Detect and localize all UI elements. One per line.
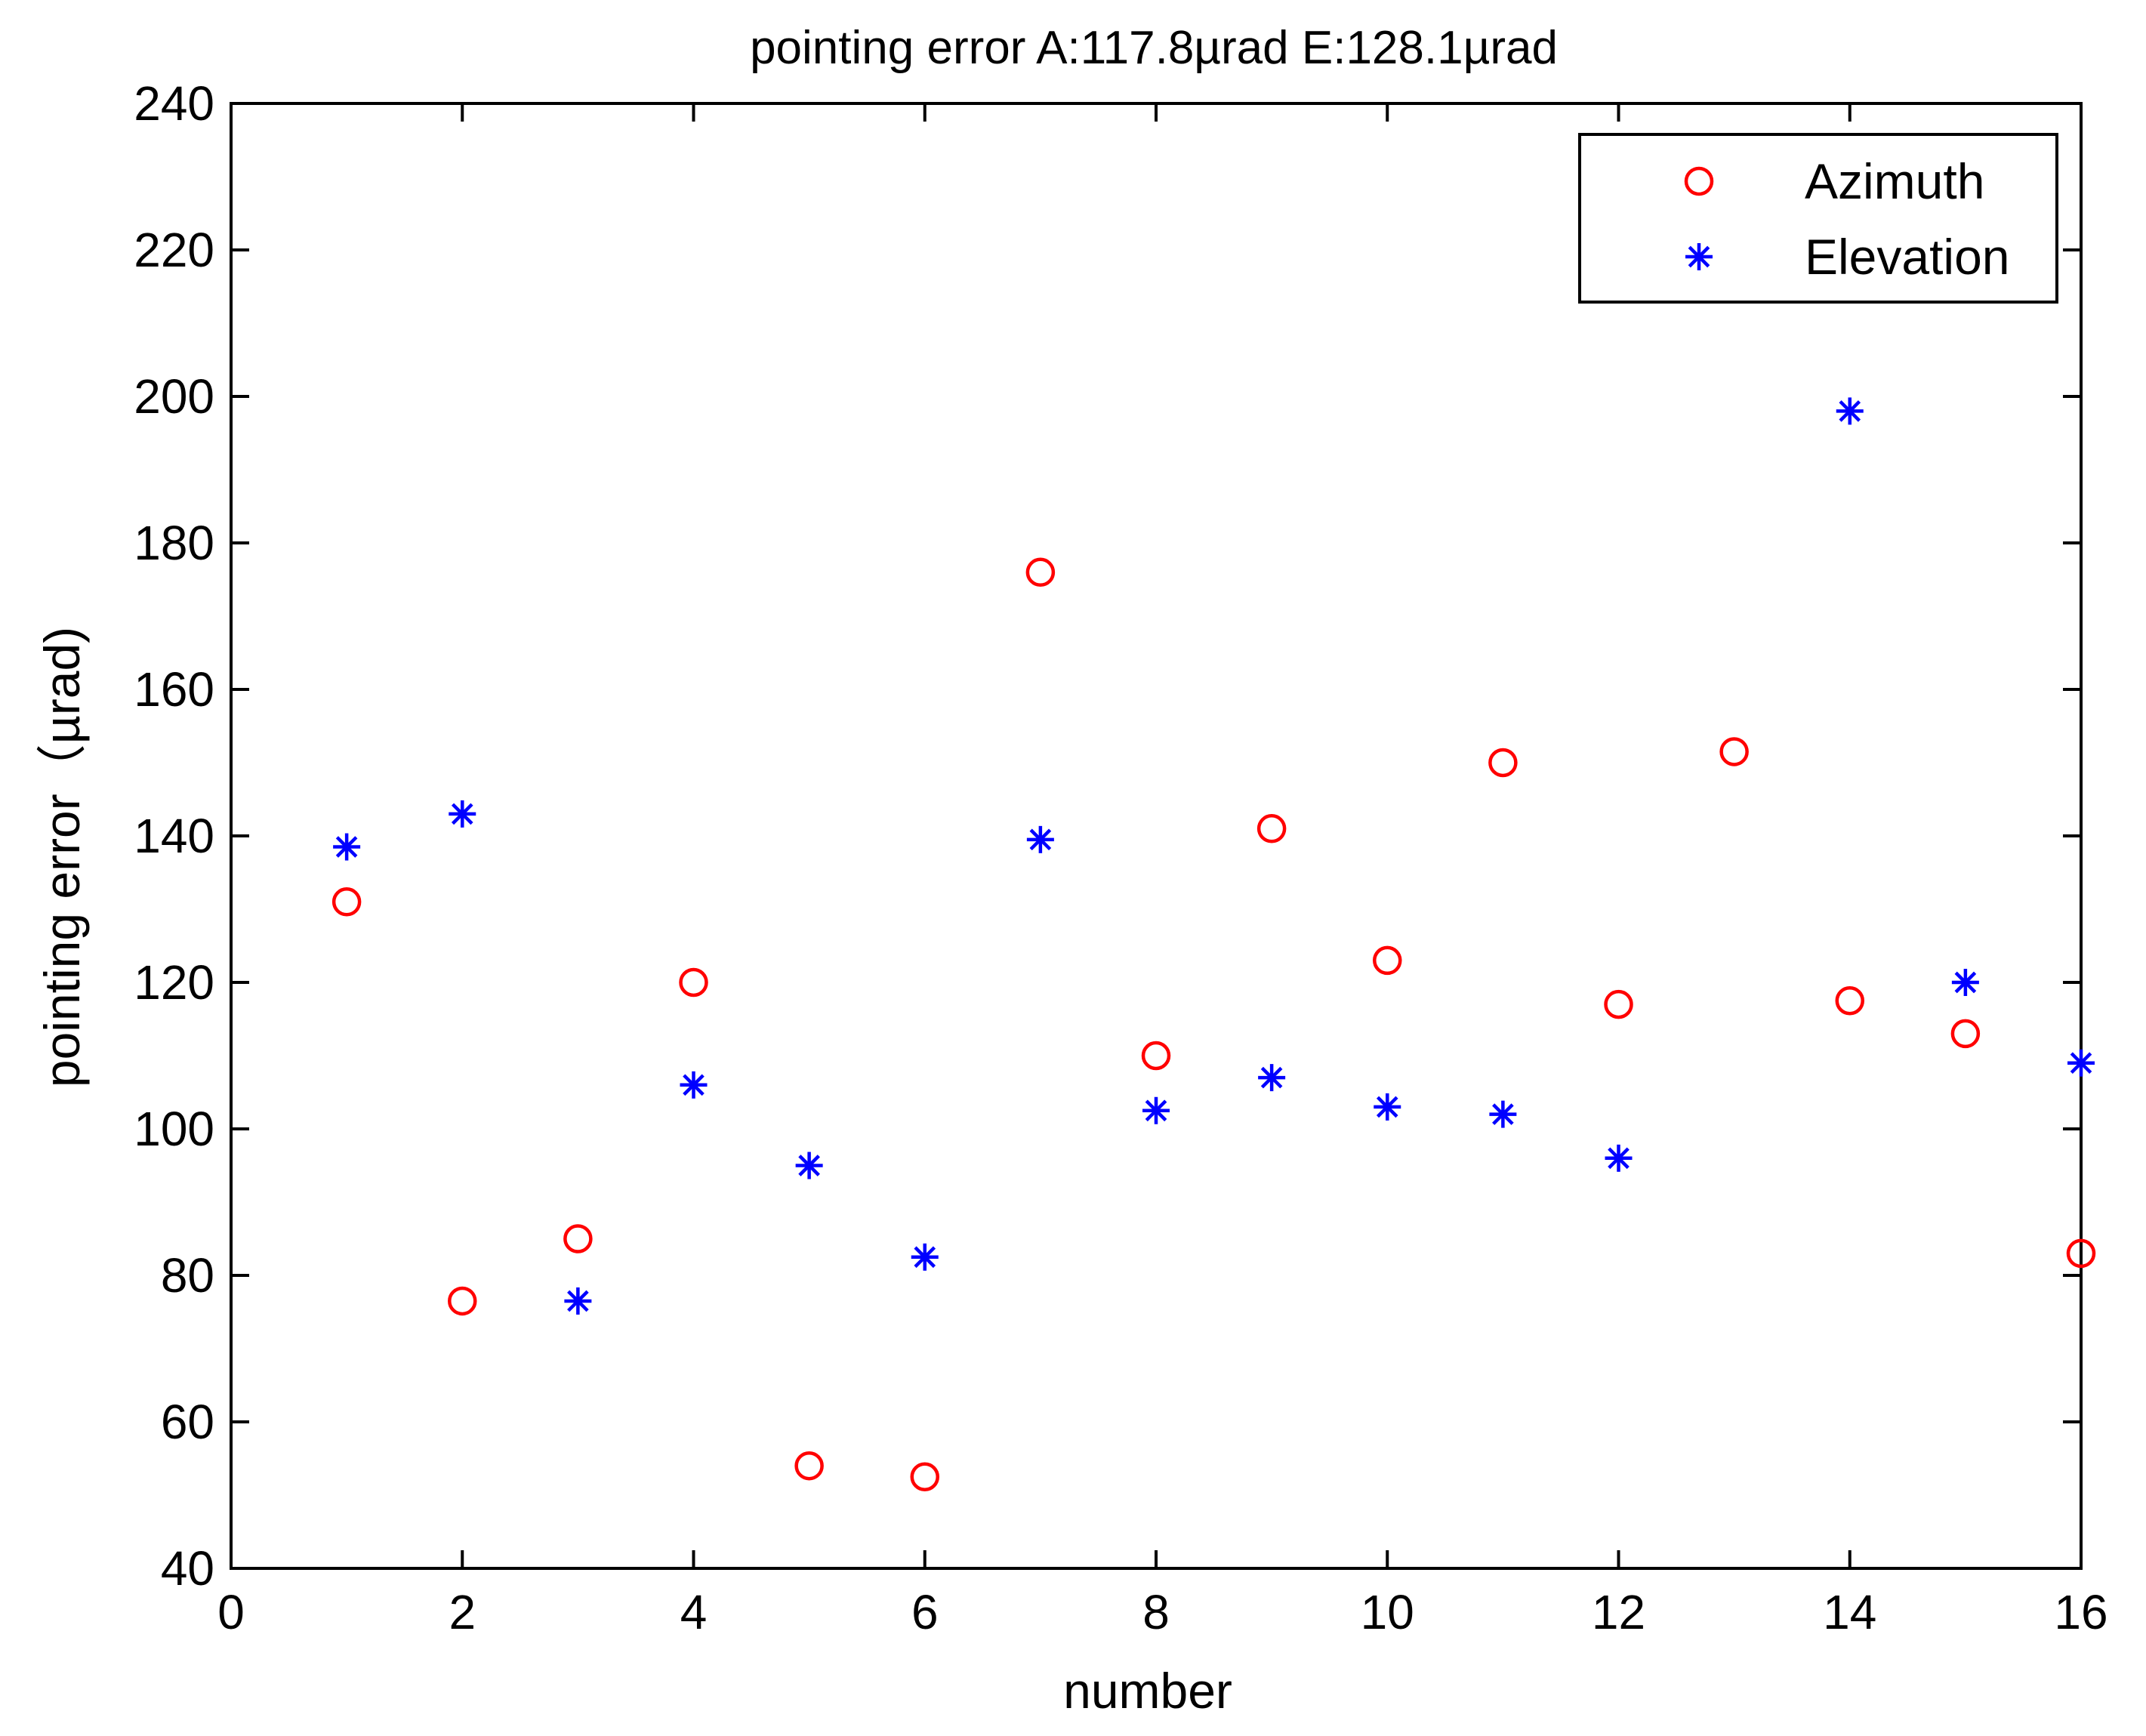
azimuth-point bbox=[1835, 986, 1864, 1016]
x-tick-label: 10 bbox=[1361, 1585, 1414, 1639]
data-marks bbox=[331, 397, 2096, 1491]
azimuth-point bbox=[448, 1286, 477, 1316]
plot-area bbox=[230, 102, 2083, 1570]
y-tick-label: 220 bbox=[134, 223, 214, 277]
x-tick-label: 4 bbox=[680, 1585, 708, 1639]
y-tick-label: 100 bbox=[134, 1102, 214, 1156]
elevation-point bbox=[1374, 1093, 1401, 1121]
legend-marker-azimuth bbox=[1684, 166, 1714, 196]
legend: Azimuth Elevation bbox=[1578, 133, 2058, 304]
y-tick-label: 200 bbox=[134, 369, 214, 424]
x-tick-label: 12 bbox=[1592, 1585, 1645, 1639]
azimuth-point bbox=[1141, 1041, 1171, 1071]
x-tick-label: 2 bbox=[449, 1585, 476, 1639]
legend-box bbox=[1578, 133, 2058, 304]
series-elevation bbox=[333, 397, 2095, 1315]
x-tick-label: 0 bbox=[217, 1585, 245, 1639]
x-tick-label: 16 bbox=[2054, 1585, 2107, 1639]
elevation-point bbox=[1026, 825, 1054, 853]
legend-label-elevation: Elevation bbox=[1805, 229, 2010, 285]
y-tick-label: 140 bbox=[134, 809, 214, 863]
azimuth-point bbox=[1950, 1019, 1981, 1049]
x-axis-label: number bbox=[1063, 1663, 1232, 1719]
azimuth-point bbox=[1373, 945, 1402, 976]
azimuth-point bbox=[910, 1462, 939, 1491]
azimuth-point bbox=[331, 887, 362, 917]
y-tick-label: 160 bbox=[134, 662, 214, 717]
elevation-point bbox=[1489, 1100, 1517, 1128]
y-axis-label: pointing error（µrad) bbox=[34, 627, 90, 1087]
axes-box bbox=[230, 102, 2083, 1570]
y-tick-label: 60 bbox=[161, 1395, 214, 1449]
azimuth-point bbox=[1025, 557, 1056, 587]
elevation-point bbox=[1258, 1064, 1286, 1092]
azimuth-point bbox=[1488, 748, 1518, 778]
azimuth-point bbox=[679, 967, 708, 998]
y-tick-label: 180 bbox=[134, 516, 214, 570]
y-tick-label: 120 bbox=[134, 955, 214, 1010]
legend-marker-elevation bbox=[1685, 243, 1713, 270]
elevation-point bbox=[2067, 1049, 2095, 1077]
elevation-point bbox=[1951, 969, 1979, 996]
chart-title: pointing error A:117.8µrad E:128.1µrad bbox=[750, 22, 1558, 74]
azimuth-point bbox=[2066, 1238, 2096, 1269]
x-tick-label: 8 bbox=[1142, 1585, 1170, 1639]
elevation-point bbox=[564, 1287, 592, 1315]
y-tick-label: 240 bbox=[134, 76, 214, 131]
x-tick-label: 14 bbox=[1823, 1585, 1876, 1639]
elevation-point bbox=[680, 1071, 708, 1099]
elevation-point bbox=[911, 1243, 939, 1271]
axis-ticks: 0 2 4 6 8 10 12 14 16 40 60 80 100 120 140 160 180 200 220… bbox=[134, 76, 2107, 1639]
y-tick-label: 80 bbox=[161, 1248, 214, 1303]
series-azimuth bbox=[331, 557, 2096, 1491]
azimuth-point bbox=[1604, 989, 1633, 1019]
elevation-point bbox=[449, 800, 476, 828]
elevation-point bbox=[1836, 397, 1864, 425]
legend-label-azimuth: Azimuth bbox=[1805, 153, 1984, 209]
x-tick-label: 6 bbox=[911, 1585, 939, 1639]
elevation-point bbox=[1605, 1144, 1633, 1172]
azimuth-point bbox=[794, 1451, 824, 1481]
elevation-point bbox=[333, 833, 361, 861]
y-tick-label: 40 bbox=[161, 1541, 214, 1596]
azimuth-point bbox=[563, 1224, 593, 1253]
elevation-point bbox=[1142, 1096, 1170, 1124]
azimuth-point bbox=[1719, 737, 1749, 766]
elevation-point bbox=[795, 1152, 823, 1179]
azimuth-point bbox=[1256, 814, 1287, 843]
